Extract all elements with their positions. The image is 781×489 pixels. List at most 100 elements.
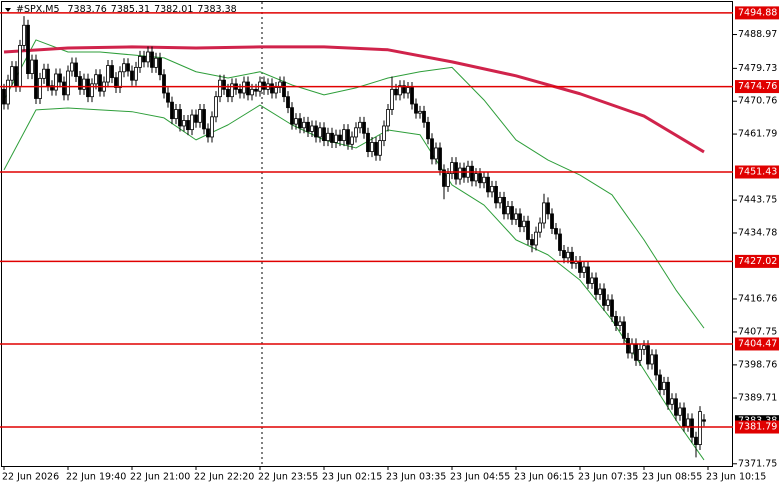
level-label: 7494.88 [738, 7, 777, 18]
candle-body [410, 87, 414, 105]
ohlc-open: 7383.76 [68, 4, 107, 15]
candle-body [118, 71, 122, 88]
x-tick-label: 23 Jun 10:15 [706, 472, 766, 483]
candle-body [594, 277, 598, 295]
candle-body [506, 206, 510, 215]
candle-body [110, 65, 114, 79]
x-tick-label: 23 Jun 06:15 [514, 472, 574, 483]
x-tick-label: 23 Jun 04:55 [450, 472, 510, 483]
candle-body [246, 81, 250, 96]
candle-body [490, 185, 494, 193]
candle-body [406, 87, 410, 94]
candle-body [218, 79, 222, 98]
candle-body [666, 381, 670, 405]
candle-body [430, 138, 434, 160]
candle-body [618, 321, 622, 326]
candle-body [514, 213, 518, 220]
candle-body [222, 79, 226, 90]
y-tick-label: 7470.76 [738, 96, 777, 107]
level-label-box [735, 80, 779, 94]
candle-body [518, 213, 522, 228]
candle-body [670, 398, 674, 405]
x-tick-label: 23 Jun 07:35 [578, 472, 638, 483]
candle-body [190, 114, 194, 131]
candle-body [290, 107, 294, 125]
indicator-line [3, 39, 705, 329]
candle-body [334, 134, 338, 143]
candle-body [78, 76, 82, 90]
candle-body [362, 121, 366, 134]
candle-body [138, 55, 142, 68]
candle-body [390, 88, 394, 110]
y-tick-label: 7371.75 [738, 458, 777, 469]
candle-body [314, 125, 318, 138]
candle-body [586, 266, 590, 284]
candle-body [446, 173, 450, 187]
candle-body [54, 73, 58, 91]
candle-body [294, 118, 298, 125]
candle-body [442, 169, 446, 187]
candle-body [238, 88, 242, 94]
candle-body [642, 345, 646, 350]
x-tick-label: 23 Jun 03:35 [386, 472, 446, 483]
y-tick-label: 7461.79 [738, 129, 777, 140]
y-tick-label: 7416.76 [738, 293, 777, 304]
candle-body [546, 202, 550, 215]
candle-body [98, 74, 102, 92]
candle-body [570, 251, 574, 264]
candle-body [22, 24, 26, 46]
candle-body [626, 337, 630, 354]
candle-body [530, 239, 534, 246]
candle-body [578, 261, 582, 273]
candle-body [6, 79, 10, 105]
candle-body [382, 125, 386, 142]
candle-body [38, 77, 42, 99]
candle-body [558, 233, 562, 251]
candle-body [270, 83, 274, 94]
candle-body [274, 87, 278, 94]
candle-body [538, 222, 542, 233]
level-label-box [735, 165, 779, 179]
candle-body [378, 140, 382, 156]
candle-body [126, 63, 130, 72]
candle-body [542, 202, 546, 224]
candle-body [478, 173, 482, 184]
candle-body [174, 109, 178, 120]
level-label: 7381.79 [738, 422, 777, 433]
ohlc-low: 7382.01 [154, 4, 193, 15]
candle-body [522, 220, 526, 228]
candle-body [394, 88, 398, 96]
candle-body [122, 63, 126, 73]
candle-body [358, 121, 362, 129]
candle-body [74, 62, 78, 77]
candle-body [286, 96, 290, 109]
candle-body [550, 213, 554, 229]
candle-body [162, 74, 166, 94]
candle-body [582, 266, 586, 273]
candle-body [374, 142, 378, 156]
candle-body [646, 345, 650, 365]
candle-body [282, 81, 286, 98]
candle-body [254, 88, 258, 92]
candle-body [330, 132, 334, 143]
candle-body [610, 299, 614, 317]
candle-body [526, 220, 530, 240]
candle-body [90, 83, 94, 98]
symbol: #SPX,M5 [16, 4, 60, 15]
candle-body [114, 77, 118, 88]
candle-body [662, 381, 666, 391]
indicator-line [3, 45, 705, 154]
candle-body [554, 228, 558, 235]
candle-body [194, 114, 198, 123]
candle-body [562, 250, 566, 259]
candle-body [278, 81, 282, 88]
candle-body [398, 85, 402, 96]
candle-body [306, 121, 310, 132]
candle-body [2, 88, 6, 105]
candle-body [214, 96, 218, 118]
candle-body [58, 73, 62, 83]
level-label: 7474.76 [738, 81, 777, 92]
candle-body [650, 354, 654, 365]
candle-body [386, 109, 390, 127]
